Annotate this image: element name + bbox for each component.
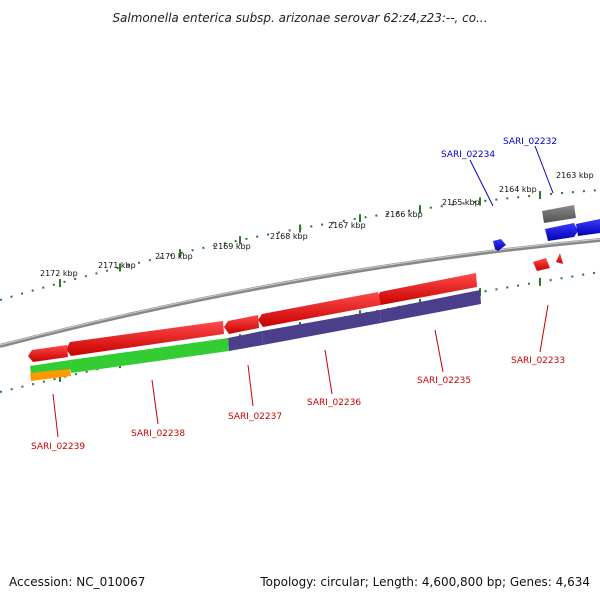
leader-sari-02236	[324, 349, 333, 395]
genome-backbone	[0, 238, 600, 348]
cog-band-orange	[30, 369, 71, 381]
gene-label-sari-02233[interactable]: SARI_02233	[511, 356, 565, 366]
outer-major-ticks	[59, 191, 541, 288]
gene-label-sari-02237[interactable]: SARI_02237	[228, 412, 282, 422]
tick-labels: 2163 kbp 2164 kbp 2165 kbp 2166 kbp 2167…	[40, 171, 594, 278]
map-title: Salmonella enterica subsp. arizonae sero…	[112, 11, 487, 25]
tick-label: 2167 kbp	[328, 221, 366, 230]
gene-arrow-sari-02237[interactable]	[224, 315, 259, 334]
gene-arrow-sari-02239[interactable]	[28, 345, 68, 362]
tick-label: 2171 kbp	[98, 261, 136, 270]
tick-label: 2165 kbp	[442, 198, 480, 207]
tick-label: 2166 kbp	[385, 210, 423, 219]
genome-backbone-highlight	[0, 238, 600, 346]
leader-sari-02232	[534, 145, 554, 194]
tick-label: 2164 kbp	[499, 185, 537, 194]
gene-arrow-sari-02236[interactable]	[258, 292, 381, 327]
cog-bands	[30, 290, 481, 381]
gene-arrow-sari-02233-a[interactable]	[533, 258, 550, 271]
cog-band-purple-left	[228, 331, 263, 351]
gene-arrow-sari-02238[interactable]	[66, 321, 224, 356]
genome-summary-text: Topology: circular; Length: 4,600,800 bp…	[259, 575, 590, 589]
gene-label-sari-02238[interactable]: SARI_02238	[131, 429, 185, 439]
gene-label-sari-02236[interactable]: SARI_02236	[307, 398, 361, 408]
outer-tick-ring	[0, 189, 600, 301]
gene-label-sari-02235[interactable]: SARI_02235	[417, 376, 471, 386]
tick-label: 2168 kbp	[270, 232, 308, 241]
gene-arrow-sari-02233-b[interactable]	[556, 253, 563, 264]
leader-sari-02233	[539, 304, 549, 353]
forward-strand-features	[493, 205, 600, 251]
tick-label: 2170 kbp	[155, 252, 193, 261]
tick-label: 2169 kbp	[213, 242, 251, 251]
cog-band-green	[70, 338, 229, 373]
accession-text: Accession: NC_010067	[9, 575, 145, 589]
cog-band-purple-right	[380, 290, 481, 323]
leader-sari-02234	[469, 159, 494, 207]
gene-arrow-sari-02235[interactable]	[377, 273, 477, 305]
gene-arrow-sari-02234[interactable]	[493, 239, 506, 251]
tick-label: 2172 kbp	[40, 269, 78, 278]
label-leader-lines	[52, 145, 554, 438]
leader-sari-02237	[247, 364, 254, 407]
gene-label-sari-02239[interactable]: SARI_02239	[31, 442, 85, 452]
pseudogene-block[interactable]	[542, 205, 576, 223]
gene-label-sari-02234[interactable]: SARI_02234	[441, 150, 495, 160]
gene-arrow-next[interactable]	[576, 219, 600, 236]
reverse-strand-features	[28, 253, 563, 362]
leader-sari-02238	[151, 379, 159, 425]
leader-sari-02239	[52, 393, 59, 438]
cog-band-purple-mid	[262, 310, 381, 345]
leader-sari-02235	[434, 329, 444, 373]
gene-labels: SARI_02232 SARI_02234 SARI_02233 SARI_02…	[31, 137, 565, 452]
gene-arrow-sari-02232[interactable]	[545, 223, 578, 241]
gene-label-sari-02232[interactable]: SARI_02232	[503, 137, 557, 147]
tick-label: 2163 kbp	[556, 171, 594, 180]
